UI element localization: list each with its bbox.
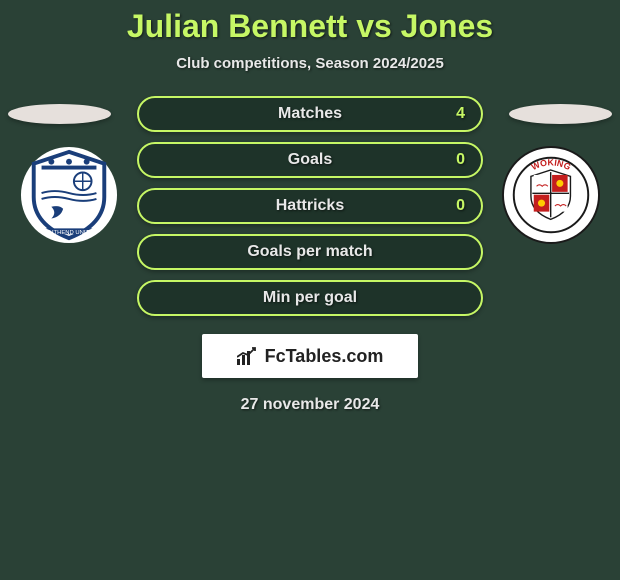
club-badge-left: SOUTHEND UNITED — [20, 146, 118, 244]
stat-label: Hattricks — [276, 197, 344, 215]
stat-bar-min-per-goal: Min per goal — [137, 280, 483, 316]
stat-label: Goals per match — [247, 243, 372, 261]
stat-label: Matches — [278, 105, 342, 123]
subtitle: Club competitions, Season 2024/2025 — [0, 55, 620, 72]
chart-icon — [237, 347, 259, 365]
stat-value-right: 0 — [456, 151, 465, 169]
club-badge-right: WOKING — [502, 146, 600, 244]
stats-area: SOUTHEND UNITED WOKING — [0, 96, 620, 316]
stat-bar-goals-per-match: Goals per match — [137, 234, 483, 270]
svg-text:SOUTHEND UNITED: SOUTHEND UNITED — [41, 230, 97, 236]
stat-bar-goals: Goals 0 — [137, 142, 483, 178]
attribution-text: FcTables.com — [265, 346, 384, 367]
stat-bar-hattricks: Hattricks 0 — [137, 188, 483, 224]
stat-rows: Matches 4 Goals 0 Hattricks 0 Goals per … — [137, 96, 483, 316]
stat-label: Goals — [288, 151, 332, 169]
stat-value-right: 0 — [456, 197, 465, 215]
date-line: 27 november 2024 — [0, 396, 620, 414]
comparison-card: Julian Bennett vs Jones Club competition… — [0, 0, 620, 414]
stat-label: Min per goal — [263, 289, 357, 307]
stat-value-right: 4 — [456, 105, 465, 123]
attribution-badge: FcTables.com — [202, 334, 418, 378]
stat-bar-matches: Matches 4 — [137, 96, 483, 132]
player-photo-placeholder-right — [509, 104, 612, 124]
page-title: Julian Bennett vs Jones — [0, 8, 620, 45]
player-photo-placeholder-left — [8, 104, 111, 124]
